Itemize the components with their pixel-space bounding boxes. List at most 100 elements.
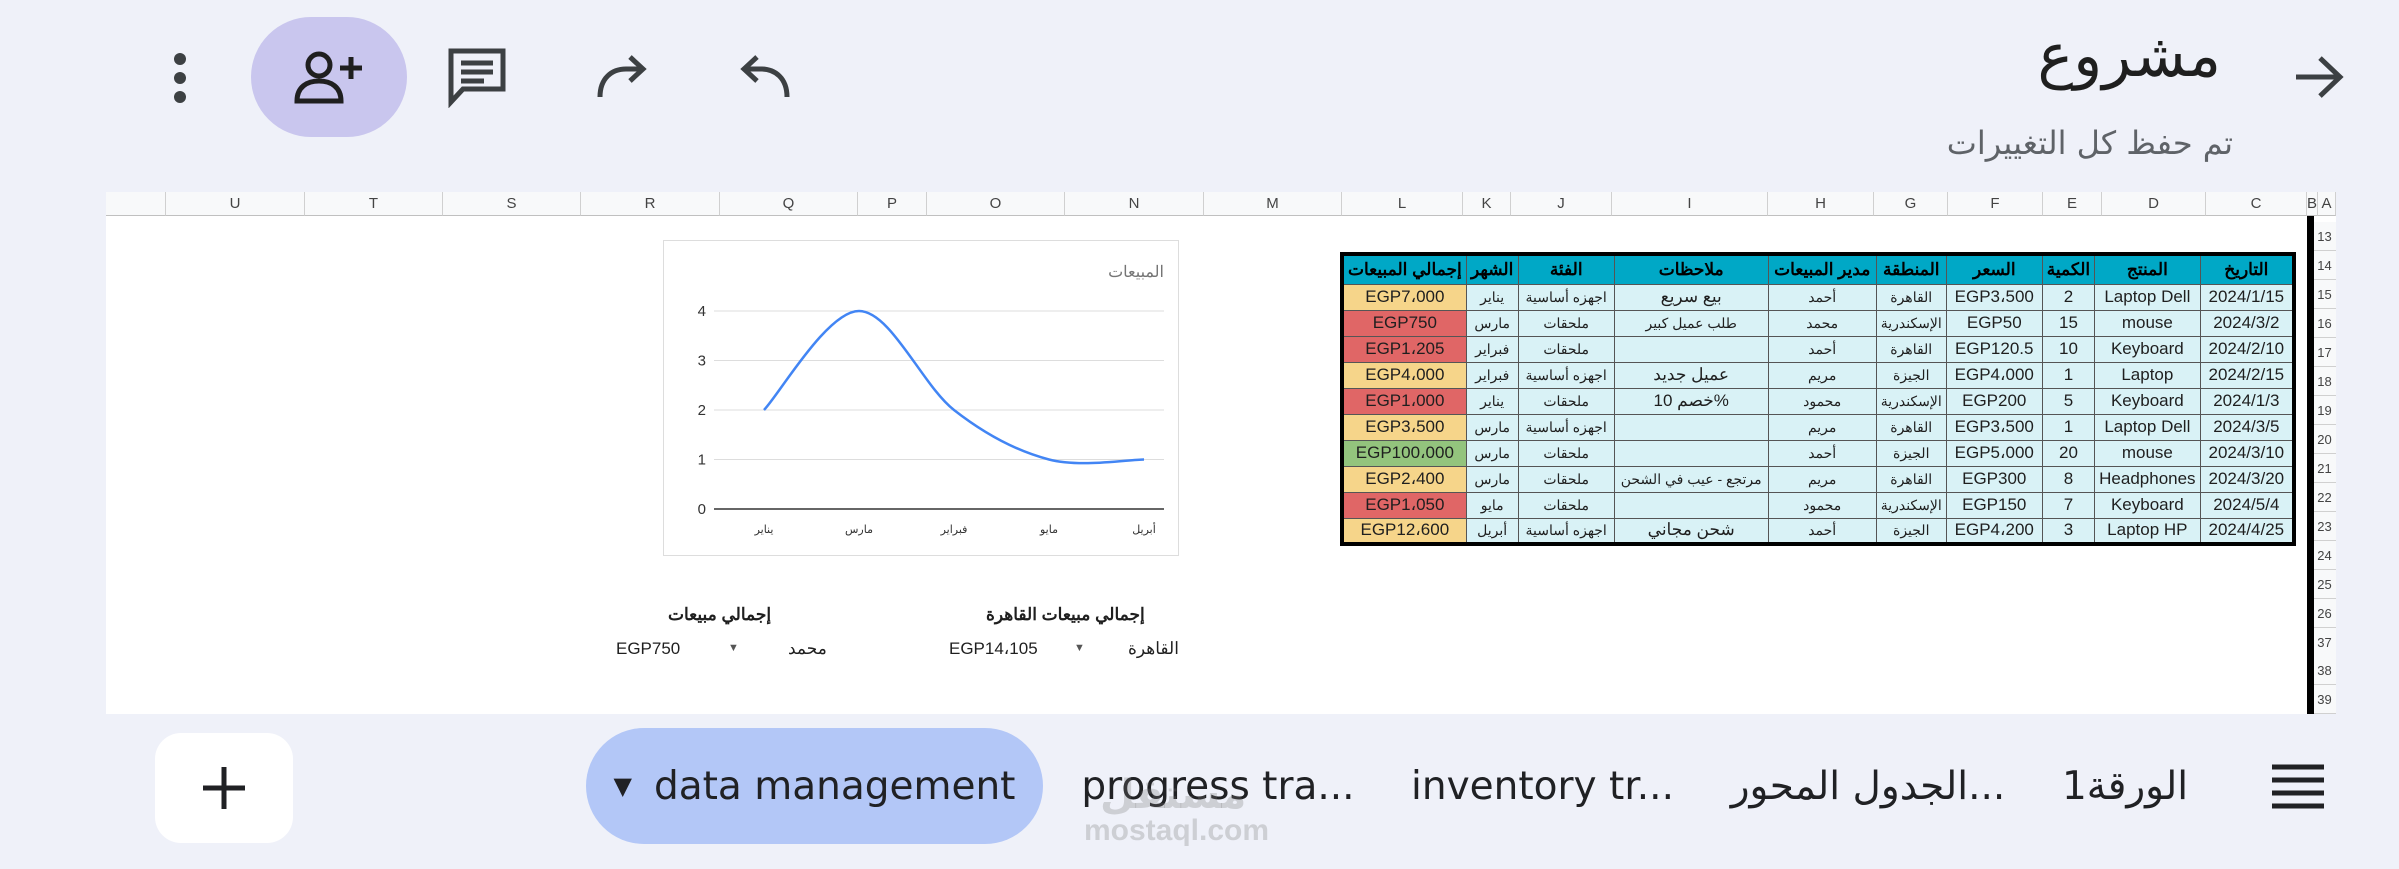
table-row[interactable]: 2024/3/2 mouse 15 EGP50 الإسكندرية محمد طلب عم… <box>1341 309 2295 337</box>
table-cell[interactable]: 10 <box>2041 335 2096 363</box>
table-row[interactable]: 2024/5/4 Keyboard 7 EGP150 الإسكندرية محمود مل… <box>1341 491 2295 519</box>
table-cell[interactable] <box>1613 335 1769 363</box>
table-cell[interactable]: الإسكندرية <box>1875 491 1947 519</box>
tab-inventory[interactable]: inventory tr... <box>1410 728 1675 844</box>
table-cell[interactable]: mouse <box>2094 439 2201 467</box>
table-cell[interactable]: EGP750 <box>1341 309 1467 337</box>
table-cell[interactable]: 2024/3/5 <box>2199 413 2295 441</box>
table-cell[interactable]: مرتجع - عيب في الشحن <box>1613 465 1769 493</box>
column-header[interactable]: F <box>1948 192 2043 216</box>
table-cell[interactable]: فبراير <box>1465 361 1519 389</box>
column-header[interactable]: H <box>1768 192 1874 216</box>
column-header[interactable]: A <box>2318 192 2336 216</box>
table-cell[interactable]: القاهرة <box>1875 283 1947 311</box>
table-cell[interactable]: اجهزه أساسية <box>1517 413 1615 441</box>
table-cell[interactable]: مارس <box>1465 309 1519 337</box>
table-cell[interactable]: القاهرة <box>1875 465 1947 493</box>
arrow-forward-icon[interactable] <box>2288 46 2350 108</box>
table-header-cell[interactable]: مدير المبيعات <box>1767 253 1877 285</box>
table-cell[interactable]: ملحقات <box>1517 465 1615 493</box>
table-cell[interactable]: 2024/4/25 <box>2199 517 2295 545</box>
table-cell[interactable]: ملحقات <box>1517 491 1615 519</box>
row-header[interactable]: 18 <box>2313 367 2336 396</box>
table-cell[interactable]: 2024/5/4 <box>2199 491 2295 519</box>
table-cell[interactable]: الإسكندرية <box>1875 309 1947 337</box>
table-cell[interactable]: EGP50 <box>1945 309 2043 337</box>
row-header[interactable]: 20 <box>2313 425 2336 454</box>
table-cell[interactable]: Headphones <box>2094 465 2201 493</box>
undo-icon[interactable] <box>733 45 799 109</box>
table-cell[interactable]: 7 <box>2041 491 2096 519</box>
column-header[interactable]: K <box>1463 192 1511 216</box>
table-header-cell[interactable]: المنتج <box>2094 253 2201 285</box>
row-header[interactable]: 17 <box>2313 338 2336 367</box>
table-cell[interactable]: Keyboard <box>2094 335 2201 363</box>
table-header-cell[interactable]: الفئة <box>1517 253 1615 285</box>
column-header[interactable]: E <box>2043 192 2102 216</box>
table-cell[interactable]: 2024/3/2 <box>2199 309 2295 337</box>
row-header[interactable]: 13 <box>2313 222 2336 251</box>
row-header[interactable]: 26 <box>2313 599 2336 628</box>
table-row[interactable]: 2024/1/15 Laptop Dell 2 EGP3،500 القاهرة أحمد… <box>1341 283 2295 311</box>
column-header[interactable]: O <box>927 192 1065 216</box>
table-cell[interactable]: EGP150 <box>1945 491 2043 519</box>
table-cell[interactable]: EGP120.5 <box>1945 335 2043 363</box>
table-row[interactable]: 2024/3/20 Headphones 8 EGP300 القاهرة مريم مرت… <box>1341 465 2295 493</box>
table-cell[interactable]: أحمد <box>1767 517 1877 545</box>
table-cell[interactable]: EGP4،200 <box>1945 517 2043 545</box>
column-header[interactable]: L <box>1342 192 1463 216</box>
table-cell[interactable]: يناير <box>1465 283 1519 311</box>
table-cell[interactable]: عميل جديد <box>1613 361 1769 389</box>
table-cell[interactable]: EGP5،000 <box>1945 439 2043 467</box>
table-cell[interactable]: EGP1،205 <box>1341 335 1467 363</box>
table-cell[interactable]: مريم <box>1767 413 1877 441</box>
table-cell[interactable]: ملحقات <box>1517 309 1615 337</box>
comment-icon[interactable] <box>440 40 514 114</box>
table-cell[interactable]: Laptop Dell <box>2094 283 2201 311</box>
column-header[interactable]: G <box>1874 192 1948 216</box>
table-cell[interactable]: الجيزة <box>1875 439 1947 467</box>
table-header-cell[interactable]: إجمالي المبيعات <box>1341 253 1467 285</box>
table-cell[interactable]: EGP300 <box>1945 465 2043 493</box>
pivot-sales-key[interactable]: محمد <box>788 639 827 658</box>
table-cell[interactable]: EGP4،000 <box>1945 361 2043 389</box>
table-cell[interactable]: ملحقات <box>1517 335 1615 363</box>
table-cell[interactable] <box>1613 413 1769 441</box>
chevron-down-icon[interactable]: ▼ <box>728 642 739 654</box>
table-cell[interactable]: مارس <box>1465 439 1519 467</box>
add-person-button[interactable] <box>251 17 407 137</box>
table-cell[interactable]: شحن مجاني <box>1613 517 1769 545</box>
table-row[interactable]: 2024/4/25 Laptop HP 3 EGP4،200 الجيزة أحمد شحن… <box>1341 517 2295 545</box>
table-cell[interactable]: 2 <box>2041 283 2096 311</box>
table-cell[interactable]: 2024/2/15 <box>2199 361 2295 389</box>
table-cell[interactable]: أحمد <box>1767 283 1877 311</box>
table-cell[interactable]: محمود <box>1767 491 1877 519</box>
table-row[interactable]: 2024/3/10 mouse 20 EGP5،000 الجيزة أحمد ملحقات… <box>1341 439 2295 467</box>
table-cell[interactable] <box>1613 491 1769 519</box>
table-cell[interactable]: 8 <box>2041 465 2096 493</box>
table-cell[interactable]: EGP2،400 <box>1341 465 1467 493</box>
table-cell[interactable]: 2024/1/15 <box>2199 283 2295 311</box>
table-cell[interactable]: %خصم 10 <box>1613 387 1769 415</box>
redo-icon[interactable] <box>588 45 654 109</box>
table-cell[interactable]: 1 <box>2041 413 2096 441</box>
table-cell[interactable]: EGP3،500 <box>1945 413 2043 441</box>
table-cell[interactable]: EGP200 <box>1945 387 2043 415</box>
table-cell[interactable]: بيع سريع <box>1613 283 1769 311</box>
tab-active[interactable]: ▼ data management <box>586 728 1043 844</box>
tab-pivot[interactable]: الجدول المحور... <box>1731 728 2006 844</box>
column-header[interactable]: C <box>2206 192 2307 216</box>
table-cell[interactable]: أبريل <box>1465 517 1519 545</box>
table-header-cell[interactable]: السعر <box>1945 253 2043 285</box>
table-cell[interactable]: EGP7،000 <box>1341 283 1467 311</box>
row-header[interactable]: 22 <box>2313 483 2336 512</box>
more-vert-icon[interactable] <box>160 45 200 111</box>
row-header[interactable]: 23 <box>2313 512 2336 541</box>
tab-sheet1[interactable]: الورقة1 <box>2060 728 2190 844</box>
table-cell[interactable]: EGP100،000 <box>1341 439 1467 467</box>
table-cell[interactable]: EGP12،600 <box>1341 517 1467 545</box>
row-header[interactable]: 21 <box>2313 454 2336 483</box>
table-cell[interactable]: Laptop HP <box>2094 517 2201 545</box>
row-header[interactable]: 14 <box>2313 251 2336 280</box>
chevron-down-icon[interactable]: ▼ <box>1074 642 1085 654</box>
